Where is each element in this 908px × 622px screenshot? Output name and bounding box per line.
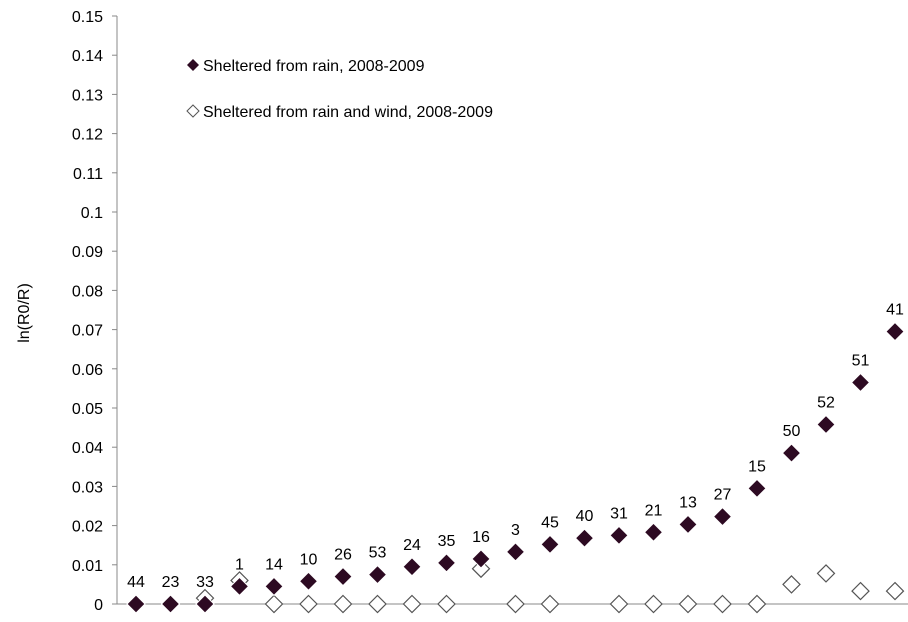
open-diamond-point — [264, 594, 284, 614]
open-diamond-point — [506, 594, 525, 614]
filled-diamond-point — [712, 506, 733, 527]
legend-open-diamond-icon — [186, 104, 200, 118]
data-markers — [126, 321, 905, 614]
filled-diamond-point — [678, 514, 698, 535]
filled-diamond-point — [574, 528, 595, 548]
filled-diamond-point — [643, 522, 664, 542]
filled-diamond-point — [402, 557, 422, 577]
y-tick-label: 0.02 — [72, 519, 103, 536]
point-label: 44 — [127, 574, 145, 591]
y-tick-label: 0.12 — [72, 127, 103, 144]
point-label: 24 — [403, 537, 421, 554]
point-label: 40 — [576, 508, 594, 525]
point-label: 50 — [783, 423, 801, 440]
filled-diamond-point — [816, 414, 836, 435]
point-label: 45 — [541, 514, 559, 531]
open-diamond-point — [713, 594, 732, 614]
point-label: 23 — [162, 574, 180, 591]
point-label: 35 — [438, 533, 456, 550]
open-diamond-point — [747, 594, 767, 614]
open-diamond-point — [782, 575, 801, 594]
filled-diamond-point — [333, 566, 353, 587]
legend: Sheltered from rain, 2008-2009 Sheltered … — [186, 58, 493, 121]
open-diamond-point — [471, 559, 491, 579]
filled-diamond-point — [298, 571, 319, 591]
y-tick-label: 0.04 — [72, 440, 103, 457]
open-diamond-point — [609, 594, 629, 614]
filled-diamond-point — [540, 534, 560, 555]
filled-diamond-point — [850, 372, 871, 393]
open-diamond-point — [402, 594, 422, 614]
point-label: 51 — [852, 353, 870, 370]
legend-entry-sheltered-rain: Sheltered from rain, 2008-2009 — [203, 58, 425, 75]
point-label: 1 — [235, 556, 244, 573]
open-diamond-point — [885, 581, 905, 601]
filled-diamond-point — [505, 542, 526, 562]
filled-diamond-point — [609, 525, 629, 546]
open-diamond-point — [851, 581, 870, 601]
y-tick-label: 0 — [94, 597, 103, 614]
open-diamond-point — [368, 594, 387, 614]
point-label: 16 — [472, 529, 490, 546]
point-label: 15 — [748, 458, 766, 475]
filled-diamond-point — [195, 594, 215, 614]
filled-diamond-point — [471, 549, 491, 569]
y-tick-label: 0.07 — [72, 323, 103, 340]
filled-diamond-point — [126, 594, 146, 614]
point-label: 14 — [265, 556, 283, 573]
y-tick-labels: 0 0.01 0.02 0.03 0.04 0.05 0.06 0.07 0.08 0.09 0.1… — [72, 9, 103, 614]
y-tick-label: 0.01 — [72, 558, 103, 575]
filled-diamond-point — [885, 321, 905, 342]
legend-entry-sheltered-rain-wind: Sheltered from rain and wind, 2008-2009 — [203, 104, 493, 121]
y-tick-label: 0.06 — [72, 362, 103, 379]
point-label: 41 — [886, 302, 904, 319]
open-diamond-point — [678, 594, 698, 614]
filled-diamond-point — [747, 478, 767, 499]
y-tick-label: 0.14 — [72, 48, 103, 65]
y-tick-label: 0.11 — [73, 166, 103, 183]
point-label: 13 — [679, 494, 697, 511]
point-label: 26 — [334, 547, 352, 564]
point-label: 33 — [196, 574, 214, 591]
y-tick-label: 0.05 — [72, 401, 103, 418]
open-diamond-point — [816, 564, 836, 583]
point-label: 27 — [714, 487, 732, 504]
y-tick-label: 0.1 — [81, 205, 103, 222]
open-diamond-point — [540, 594, 560, 614]
point-label: 53 — [369, 545, 387, 562]
filled-diamond-point — [264, 576, 284, 597]
point-labels: 44 23 33 1 14 10 26 53 24 35 16 3 45 40 31 21 13 27 15 50 52… — [127, 302, 904, 591]
open-diamond-point — [333, 594, 353, 614]
open-diamond-point — [299, 594, 318, 614]
y-tick-label: 0.15 — [72, 9, 103, 26]
point-label: 10 — [300, 551, 318, 568]
open-diamond-point — [437, 594, 456, 614]
point-label: 31 — [610, 505, 628, 522]
point-label: 21 — [645, 502, 663, 519]
filled-diamond-point — [367, 564, 388, 585]
y-tick-label: 0.13 — [72, 87, 103, 104]
y-axis-label: ln(R0/R) — [16, 283, 33, 343]
y-tick-label: 0.03 — [72, 479, 103, 496]
y-tick-label: 0.08 — [72, 283, 103, 300]
point-label: 3 — [511, 522, 520, 539]
filled-diamond-point — [160, 594, 181, 614]
filled-diamond-point — [781, 443, 802, 463]
legend-filled-diamond-icon — [187, 59, 199, 71]
open-diamond-point — [644, 594, 663, 614]
filled-diamond-point — [436, 553, 457, 573]
y-tick-label: 0.09 — [72, 244, 103, 261]
filled-diamond-point — [229, 576, 250, 597]
point-label: 52 — [817, 394, 835, 411]
